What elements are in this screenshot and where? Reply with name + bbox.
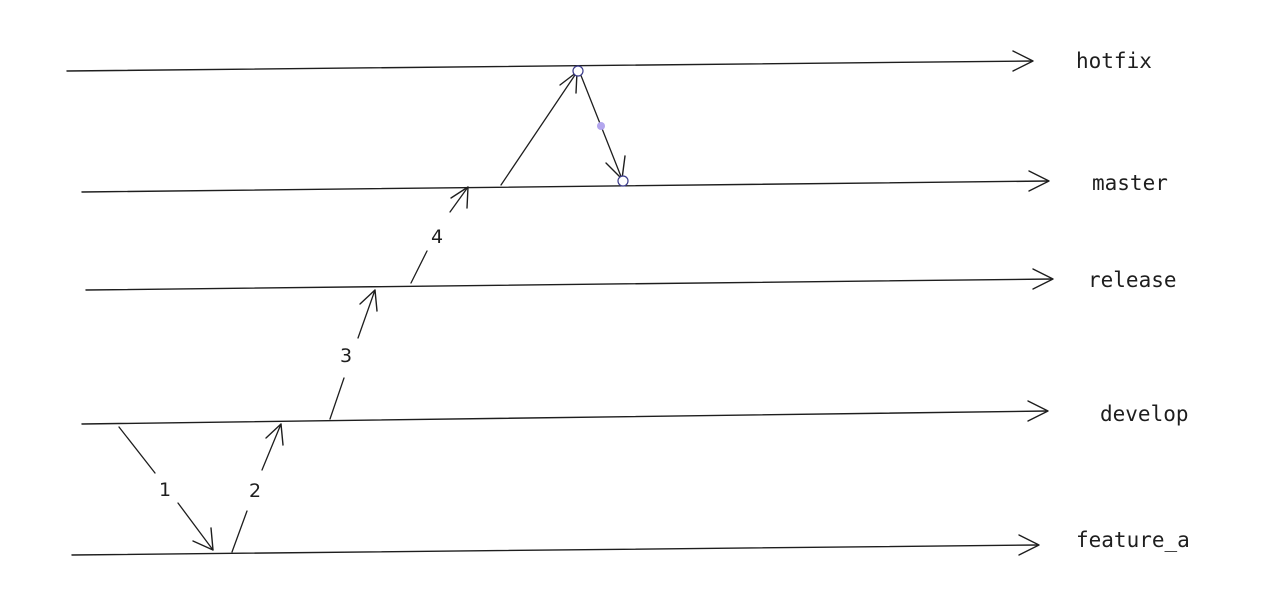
master-lane	[81, 180, 1049, 193]
master-to-hotfix-line	[500, 71, 578, 186]
release-lane-arrowhead	[1032, 268, 1054, 290]
branch-labels: hotfix master release develop feature_a	[1076, 49, 1190, 552]
merge-arrow-step-1: 1	[118, 426, 214, 551]
feature-a-lane-arrowhead	[1018, 534, 1040, 556]
develop-lane	[81, 410, 1048, 425]
step-4-arrowhead	[450, 186, 469, 209]
step-2-line-upper	[261, 423, 282, 471]
step-4-line-lower	[410, 250, 428, 284]
merge-arrow-master-to-hotfix	[500, 71, 578, 186]
step-3-line-upper	[357, 289, 376, 339]
hotfix-commit-node	[572, 65, 584, 77]
step-label-2: 2	[249, 480, 261, 502]
step-3-arrowhead	[359, 289, 378, 312]
master-lane-arrowhead	[1028, 170, 1050, 192]
branch-lanes	[66, 50, 1054, 556]
merge-arrow-step-3: 3	[329, 289, 378, 420]
step-3-line-lower	[329, 377, 345, 420]
step-label-3: 3	[340, 345, 352, 367]
develop-lane-arrowhead	[1027, 400, 1049, 422]
merge-arrow-step-2: 2	[231, 423, 284, 553]
hotfix-lane	[66, 60, 1033, 72]
step-4-line-upper	[449, 186, 469, 213]
step-2-arrowhead	[265, 423, 284, 446]
merge-arrow-step-4: 4	[410, 186, 469, 284]
branch-label-hotfix: hotfix	[1076, 49, 1152, 73]
release-lane	[85, 278, 1053, 291]
step-label-4: 4	[431, 226, 443, 248]
merge-arrow-hotfix-to-master	[579, 72, 626, 180]
step-1-line-upper	[118, 426, 156, 474]
step-1-line-lower	[177, 502, 214, 551]
branch-label-master: master	[1092, 171, 1168, 195]
branch-label-feature-a: feature_a	[1076, 528, 1190, 552]
branch-label-develop: develop	[1100, 402, 1189, 426]
master-commit-node	[617, 175, 629, 187]
branch-label-release: release	[1088, 268, 1177, 292]
hotfix-lane-arrowhead	[1012, 50, 1034, 72]
step-label-1: 1	[159, 479, 171, 501]
feature-a-lane	[71, 544, 1039, 556]
hotfix-to-master-midpoint-dot	[597, 122, 605, 130]
step-1-arrowhead	[192, 527, 214, 551]
step-2-line-lower	[231, 510, 248, 553]
